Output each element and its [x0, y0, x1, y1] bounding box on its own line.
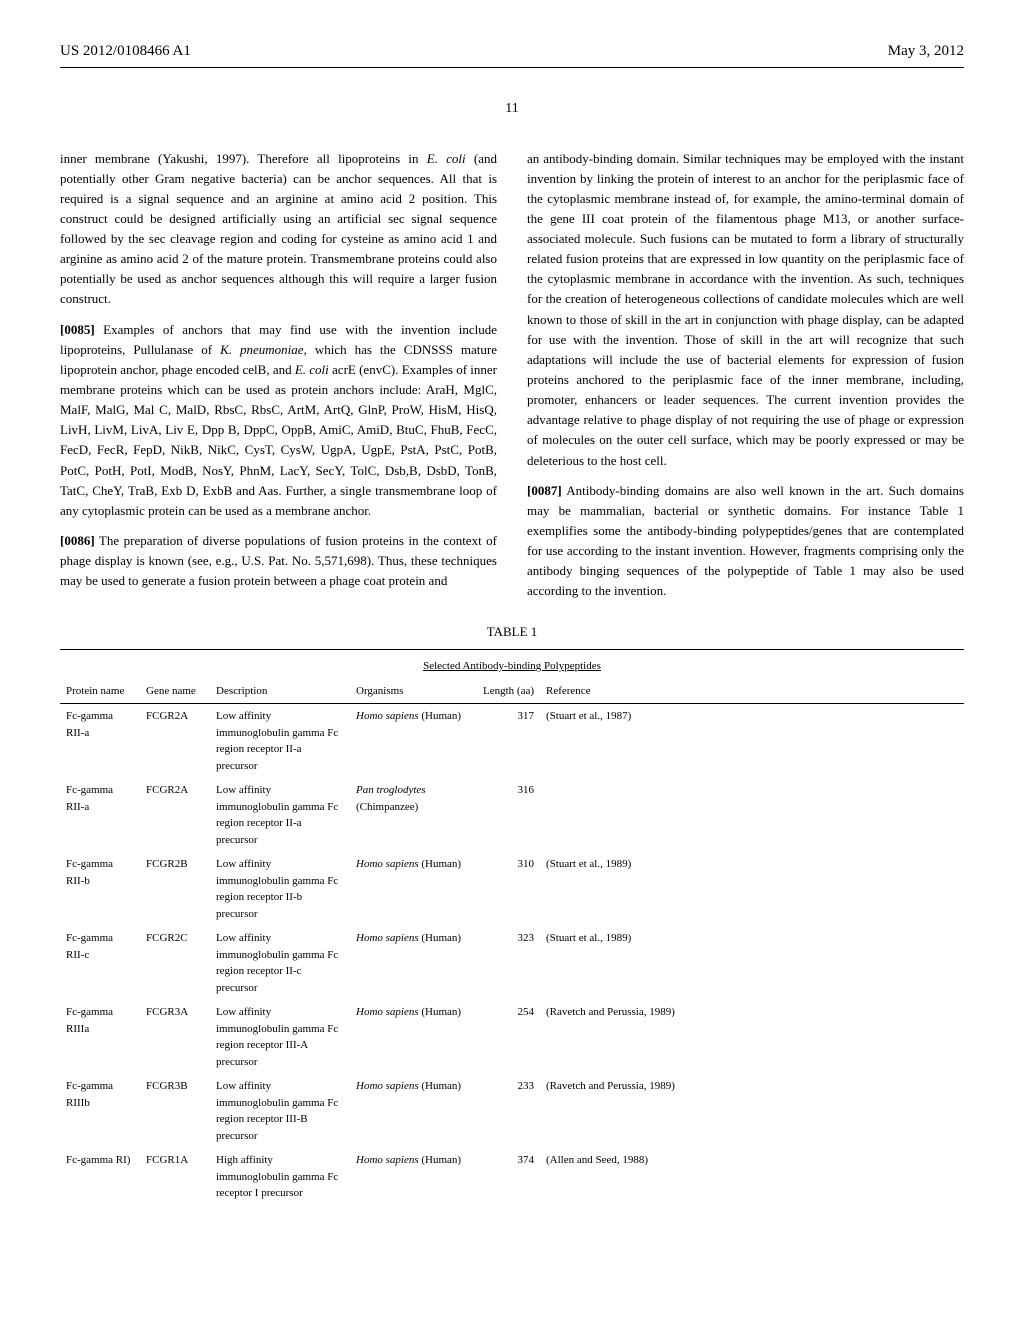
cell-org: Homo sapiens (Human) — [350, 926, 470, 1000]
col-gene: Gene name — [140, 679, 210, 704]
publication-date: May 3, 2012 — [888, 40, 964, 63]
col-ref: Reference — [540, 679, 964, 704]
table-row: Fc-gamma RIIIbFCGR3BLow affinity immunog… — [60, 1074, 964, 1148]
paragraph-0085: [0085] Examples of anchors that may find… — [60, 320, 497, 521]
cell-desc: Low affinity immunoglobulin gamma Fc reg… — [210, 926, 350, 1000]
cell-protein: Fc-gamma RII-b — [60, 852, 140, 926]
paragraph-continuation: inner membrane (Yakushi, 1997). Therefor… — [60, 149, 497, 310]
cell-length: 233 — [470, 1074, 540, 1148]
cell-desc: Low affinity immunoglobulin gamma Fc reg… — [210, 778, 350, 852]
cell-protein: Fc-gamma RIIIa — [60, 1000, 140, 1074]
cell-gene: FCGR2A — [140, 778, 210, 852]
col-desc: Description — [210, 679, 350, 704]
right-column: an antibody-binding domain. Similar tech… — [527, 149, 964, 602]
cell-desc: High affinity immunoglobulin gamma Fc re… — [210, 1148, 350, 1206]
page-header: US 2012/0108466 A1 May 3, 2012 — [60, 40, 964, 68]
cell-length: 323 — [470, 926, 540, 1000]
cell-desc: Low affinity immunoglobulin gamma Fc reg… — [210, 852, 350, 926]
cell-ref: (Stuart et al., 1989) — [540, 926, 964, 1000]
table-row: Fc-gamma RI)FCGR1AHigh affinity immunogl… — [60, 1148, 964, 1206]
cell-ref: (Stuart et al., 1987) — [540, 704, 964, 779]
cell-protein: Fc-gamma RIIIb — [60, 1074, 140, 1148]
table-subtitle: Selected Antibody-binding Polypeptides — [423, 660, 601, 672]
table-row: Fc-gamma RII-cFCGR2CLow affinity immunog… — [60, 926, 964, 1000]
cell-desc: Low affinity immunoglobulin gamma Fc reg… — [210, 1074, 350, 1148]
cell-gene: FCGR1A — [140, 1148, 210, 1206]
cell-gene: FCGR2A — [140, 704, 210, 779]
two-column-body: inner membrane (Yakushi, 1997). Therefor… — [60, 149, 964, 602]
col-org: Organisms — [350, 679, 470, 704]
cell-gene: FCGR3A — [140, 1000, 210, 1074]
cell-length: 310 — [470, 852, 540, 926]
left-column: inner membrane (Yakushi, 1997). Therefor… — [60, 149, 497, 602]
cell-protein: Fc-gamma RII-a — [60, 778, 140, 852]
cell-ref: (Allen and Seed, 1988) — [540, 1148, 964, 1206]
cell-ref: (Ravetch and Perussia, 1989) — [540, 1074, 964, 1148]
cell-ref: (Ravetch and Perussia, 1989) — [540, 1000, 964, 1074]
cell-length: 316 — [470, 778, 540, 852]
cell-length: 254 — [470, 1000, 540, 1074]
cell-desc: Low affinity immunoglobulin gamma Fc reg… — [210, 1000, 350, 1074]
cell-gene: FCGR2B — [140, 852, 210, 926]
page-number: 11 — [60, 98, 964, 119]
table-1: Selected Antibody-binding Polypeptides P… — [60, 649, 964, 1206]
table-row: Fc-gamma RIIIaFCGR3ALow affinity immunog… — [60, 1000, 964, 1074]
para-num: [0086] — [60, 533, 95, 548]
cell-org: Homo sapiens (Human) — [350, 704, 470, 779]
cell-org: Homo sapiens (Human) — [350, 1000, 470, 1074]
cell-org: Pan troglodytes (Chimpanzee) — [350, 778, 470, 852]
table-row: Fc-gamma RII-aFCGR2ALow affinity immunog… — [60, 704, 964, 779]
table-header-row: Protein name Gene name Description Organ… — [60, 679, 964, 704]
para-num: [0087] — [527, 483, 562, 498]
cell-org: Homo sapiens (Human) — [350, 1074, 470, 1148]
publication-number: US 2012/0108466 A1 — [60, 40, 191, 63]
paragraph-0087: [0087] Antibody-binding domains are also… — [527, 481, 964, 602]
cell-org: Homo sapiens (Human) — [350, 1148, 470, 1206]
cell-gene: FCGR3B — [140, 1074, 210, 1148]
para-num: [0085] — [60, 322, 95, 337]
paragraph-continuation: an antibody-binding domain. Similar tech… — [527, 149, 964, 471]
cell-length: 374 — [470, 1148, 540, 1206]
cell-org: Homo sapiens (Human) — [350, 852, 470, 926]
table-row: Fc-gamma RII-bFCGR2BLow affinity immunog… — [60, 852, 964, 926]
col-length: Length (aa) — [470, 679, 540, 704]
table-caption: TABLE 1 — [60, 622, 964, 642]
cell-ref — [540, 778, 964, 852]
cell-desc: Low affinity immunoglobulin gamma Fc reg… — [210, 704, 350, 779]
cell-length: 317 — [470, 704, 540, 779]
paragraph-0086: [0086] The preparation of diverse popula… — [60, 531, 497, 591]
table-row: Fc-gamma RII-aFCGR2ALow affinity immunog… — [60, 778, 964, 852]
cell-protein: Fc-gamma RII-c — [60, 926, 140, 1000]
cell-ref: (Stuart et al., 1989) — [540, 852, 964, 926]
cell-protein: Fc-gamma RII-a — [60, 704, 140, 779]
cell-protein: Fc-gamma RI) — [60, 1148, 140, 1206]
col-protein: Protein name — [60, 679, 140, 704]
cell-gene: FCGR2C — [140, 926, 210, 1000]
